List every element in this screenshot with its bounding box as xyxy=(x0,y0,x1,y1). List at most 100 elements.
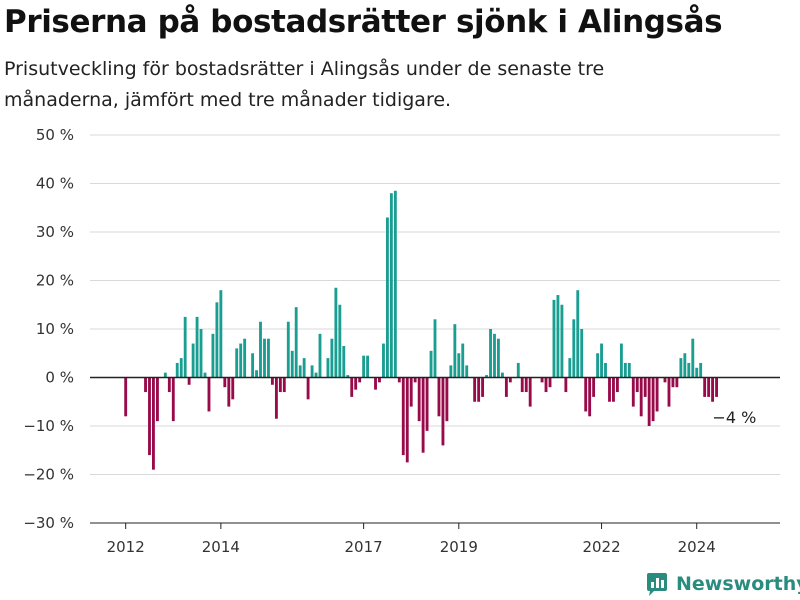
bar xyxy=(163,372,167,378)
y-tick-label: 40 % xyxy=(36,175,74,193)
bar xyxy=(425,377,429,431)
bar xyxy=(382,343,385,378)
x-tick-label: 2019 xyxy=(440,538,478,556)
bar xyxy=(544,377,548,393)
bar xyxy=(651,377,655,422)
bar xyxy=(687,362,691,378)
bar xyxy=(501,372,504,378)
bar xyxy=(623,362,627,378)
bar xyxy=(302,358,306,378)
bar xyxy=(243,338,247,378)
bar xyxy=(366,355,369,378)
bar xyxy=(270,377,274,385)
bar xyxy=(627,362,631,378)
bar xyxy=(215,302,219,378)
bar xyxy=(524,377,528,393)
bar xyxy=(171,377,175,422)
bar xyxy=(437,377,441,417)
bar xyxy=(187,377,191,385)
bar xyxy=(497,338,500,378)
bar xyxy=(219,290,223,378)
bar xyxy=(334,287,338,378)
bar xyxy=(619,343,623,378)
x-tick-label: 2024 xyxy=(678,538,716,556)
bar xyxy=(631,377,635,407)
bar xyxy=(290,350,294,378)
y-tick-label: −30 % xyxy=(23,514,74,532)
bar xyxy=(635,377,639,393)
bar xyxy=(397,377,401,383)
bar xyxy=(481,377,485,397)
bar xyxy=(385,217,389,378)
x-tick-label: 2014 xyxy=(202,538,240,556)
bar xyxy=(389,193,393,378)
bar xyxy=(358,377,362,383)
bar xyxy=(318,333,322,378)
bar xyxy=(520,377,524,393)
x-tick-label: 2017 xyxy=(345,538,383,556)
bar xyxy=(604,362,607,378)
bar xyxy=(639,377,643,417)
bar xyxy=(409,377,413,407)
y-tick-label: 20 % xyxy=(36,272,74,290)
bar xyxy=(560,304,564,378)
y-tick-label: −10 % xyxy=(23,417,74,435)
chart-subtitle: Prisutveckling för bostadsrätter i Aling… xyxy=(4,58,605,111)
axis-layer: 50 % 40 % 30 % 20 % 10 % 0 % −10 % −20 % −30 % 20… xyxy=(23,126,780,556)
bar xyxy=(608,377,611,402)
bar xyxy=(274,377,278,419)
bar xyxy=(556,295,560,378)
bar xyxy=(429,350,433,378)
bar xyxy=(231,377,235,400)
grid-layer xyxy=(90,134,780,524)
bar xyxy=(508,377,512,383)
bar xyxy=(504,377,508,397)
bar xyxy=(144,377,147,393)
bar xyxy=(393,190,397,378)
y-tick-label: −20 % xyxy=(23,466,74,484)
bar xyxy=(251,353,255,378)
bar xyxy=(211,333,215,378)
bar-layer xyxy=(124,190,718,470)
bar xyxy=(643,377,647,397)
bar xyxy=(152,377,155,470)
bar xyxy=(350,377,354,397)
bar xyxy=(286,321,290,378)
bar xyxy=(441,377,445,446)
bar xyxy=(227,377,231,407)
bar xyxy=(354,377,358,390)
bar xyxy=(263,338,266,378)
bar xyxy=(453,324,457,378)
bar xyxy=(675,377,679,388)
bar xyxy=(596,353,600,378)
bar xyxy=(203,372,207,378)
bar xyxy=(342,345,346,378)
bar xyxy=(564,377,568,393)
bar xyxy=(615,377,619,393)
newsworthy-logo-icon xyxy=(647,573,667,596)
bar xyxy=(124,377,128,417)
bar xyxy=(552,299,556,378)
bar xyxy=(715,377,718,397)
bar xyxy=(195,316,199,378)
bar xyxy=(667,377,671,407)
bar xyxy=(223,377,227,388)
bar xyxy=(516,362,520,378)
bar xyxy=(671,377,675,388)
bar xyxy=(540,377,544,383)
bar xyxy=(298,365,302,378)
bar xyxy=(703,377,707,397)
bar xyxy=(568,358,572,378)
bar xyxy=(374,377,377,390)
x-tick-label: 2022 xyxy=(582,538,620,556)
bar xyxy=(306,377,310,400)
bar xyxy=(417,377,421,422)
bar xyxy=(314,372,318,378)
bar xyxy=(695,367,699,378)
bar xyxy=(548,377,552,388)
bar xyxy=(445,377,449,422)
bar xyxy=(148,377,151,456)
bar xyxy=(457,353,461,378)
bar xyxy=(465,365,469,378)
